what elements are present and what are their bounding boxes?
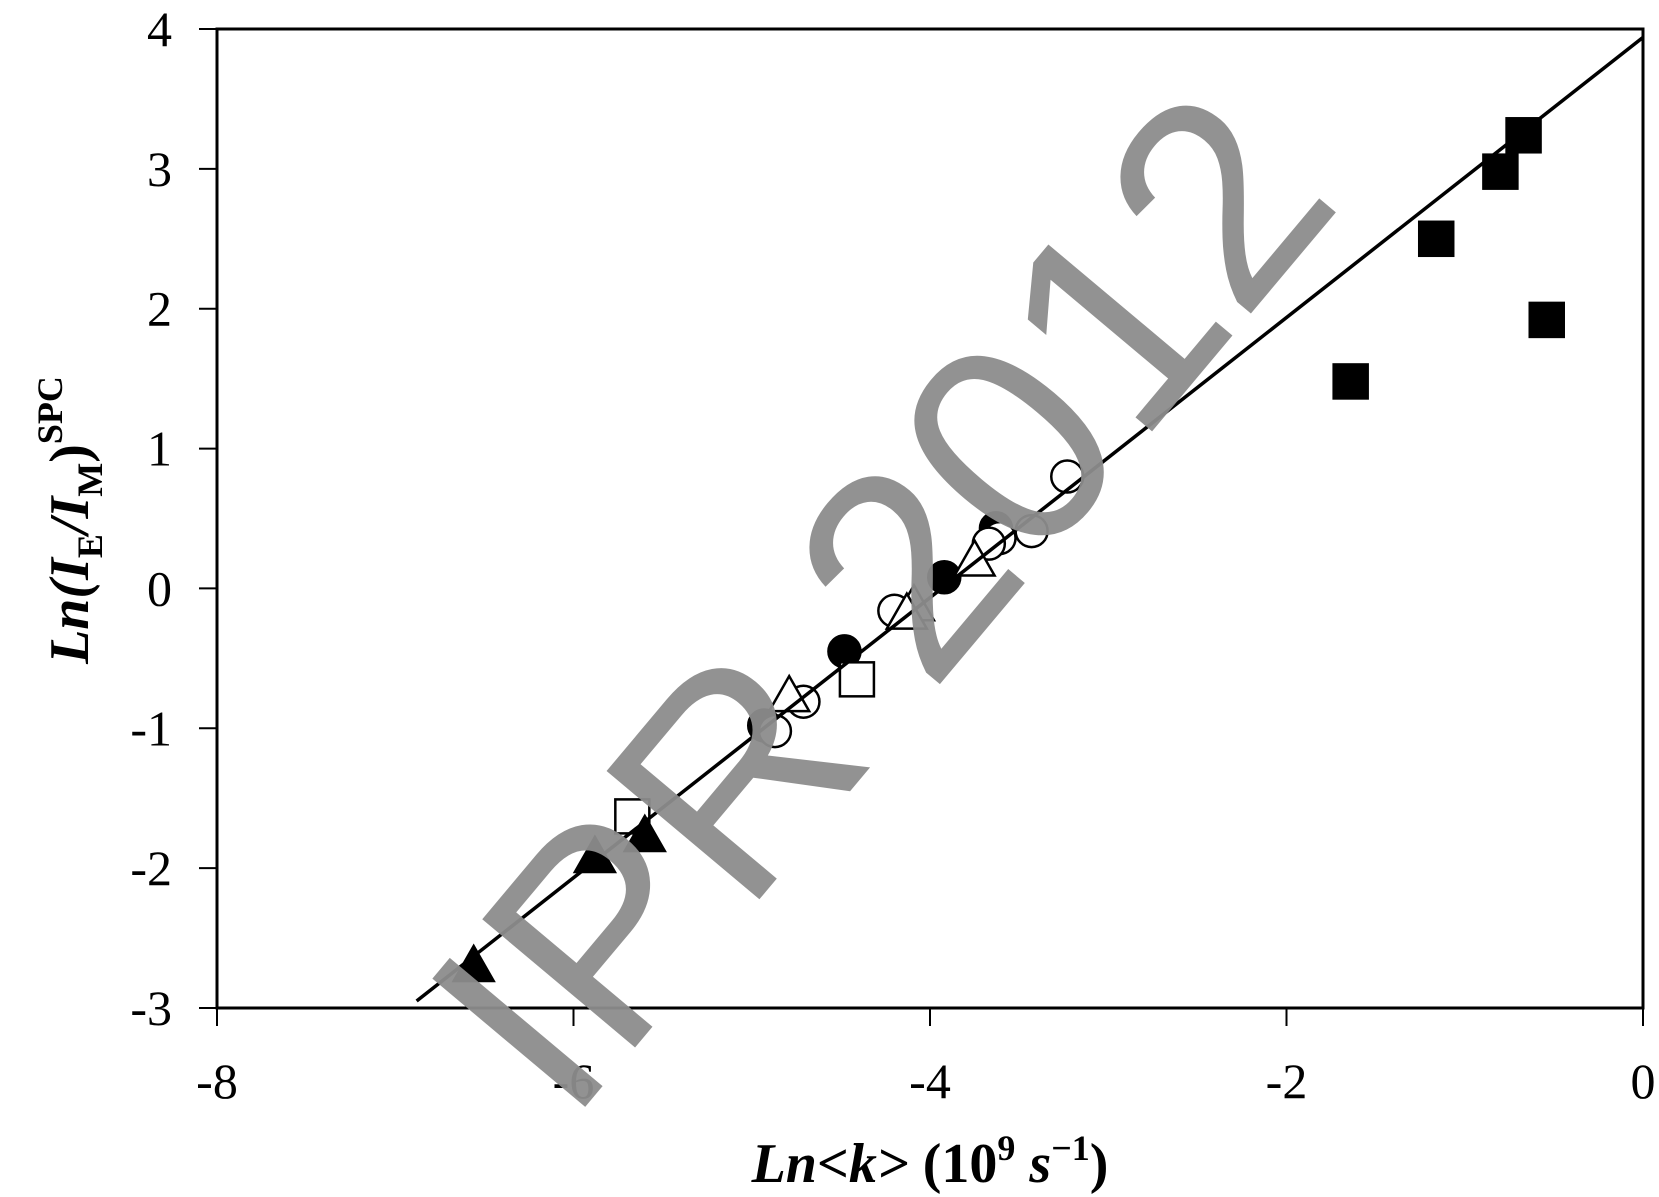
x-axis: -8 -6 -4 -2 0 [196,1008,1656,1109]
plot-area [215,27,1645,1010]
point-filled-square [1332,363,1369,400]
y-tick-label: 2 [147,281,172,337]
x-tick-label: -4 [909,1053,951,1109]
point-filled-square [1505,117,1542,154]
x-tick-label: -6 [553,1053,595,1109]
y-tick-label: 1 [147,421,172,477]
x-axis-title: Ln<k> (109 s−1) [751,1128,1109,1195]
point-filled-square [1417,220,1455,258]
point-filled-square [1528,301,1565,339]
y-tick-label: -1 [130,700,172,756]
y-tick-label: 4 [147,1,172,57]
x-tick-label: -8 [196,1053,238,1109]
fit-line [415,36,1645,1003]
x-tick-label: 0 [1631,1053,1656,1109]
point-open-triangle [884,591,929,630]
y-tick-label: 3 [147,141,172,197]
x-tick-label: -2 [1266,1053,1308,1109]
y-tick-label: -2 [130,840,172,896]
point-open-triangle [952,537,997,577]
point-filled-circle [927,559,962,595]
y-axis: -3 -2 -1 0 1 2 3 4 [130,1,217,1036]
y-tick-label: -3 [130,980,172,1036]
point-filled-triangle [622,813,667,853]
y-tick-label: 0 [147,560,172,616]
y-axis-title: Ln(IE/IM)SPC [30,376,110,665]
point-open-square [838,661,876,698]
data-points [451,117,1565,983]
